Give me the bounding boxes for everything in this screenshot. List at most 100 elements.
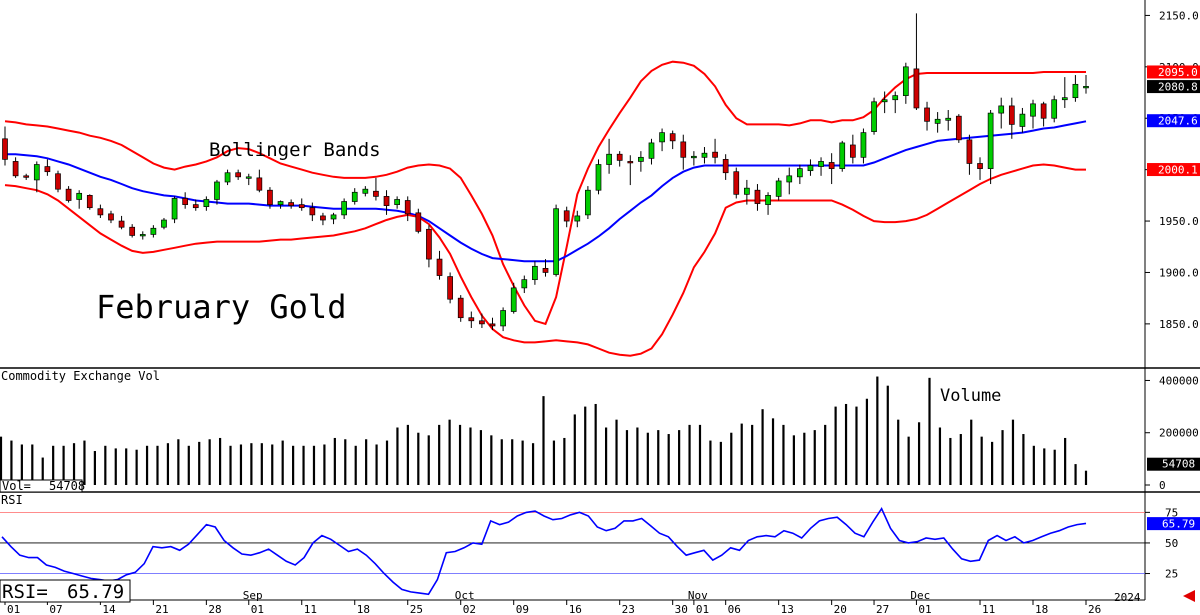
candle-body-up bbox=[595, 164, 602, 191]
price-tag: 2000.1 bbox=[1147, 163, 1200, 177]
volume-bar bbox=[41, 457, 44, 485]
candle bbox=[659, 128, 665, 152]
candle bbox=[150, 225, 157, 238]
candle bbox=[277, 200, 284, 209]
volume-bar bbox=[719, 441, 722, 485]
candle-body-down bbox=[267, 189, 273, 205]
rsi-tick-label: 25 bbox=[1165, 568, 1178, 581]
volume-bar bbox=[563, 437, 566, 485]
candle bbox=[288, 199, 294, 209]
price-tag-box bbox=[1147, 65, 1200, 79]
candle-body-down bbox=[404, 200, 411, 215]
volume-bar bbox=[1043, 448, 1046, 485]
volume-bar bbox=[438, 424, 441, 485]
candle bbox=[1083, 75, 1089, 94]
candle-body-down bbox=[426, 228, 432, 260]
candle-body-down bbox=[309, 207, 316, 216]
volume-bar bbox=[688, 424, 691, 485]
candle bbox=[86, 194, 93, 210]
volume-bar bbox=[458, 424, 462, 485]
volume-annotation: Volume bbox=[940, 386, 1001, 406]
volume-bar bbox=[646, 432, 649, 485]
candle-body-up bbox=[277, 201, 284, 205]
candle bbox=[298, 198, 305, 211]
candle-body-up bbox=[1083, 86, 1089, 89]
candle-body-up bbox=[574, 215, 581, 222]
volume-bar bbox=[928, 377, 931, 485]
volume-bar bbox=[354, 445, 357, 485]
candle bbox=[754, 184, 761, 211]
candle bbox=[998, 97, 1005, 129]
candle-body-down bbox=[955, 115, 962, 141]
volume-bar bbox=[1084, 470, 1088, 485]
candle-body-up bbox=[171, 198, 178, 220]
volume-bar bbox=[552, 440, 556, 485]
candle-body-down bbox=[1040, 103, 1047, 119]
volume-tick-label: 200000 bbox=[1159, 427, 1199, 440]
candle-body-up bbox=[744, 187, 750, 195]
candle bbox=[924, 101, 930, 131]
candle bbox=[108, 210, 114, 224]
volume-bar bbox=[782, 424, 785, 485]
candle bbox=[55, 170, 61, 193]
volume-bar bbox=[949, 437, 952, 485]
candle bbox=[309, 202, 316, 222]
candle-body-up bbox=[1072, 83, 1079, 99]
candle bbox=[532, 261, 538, 285]
candle-body-up bbox=[532, 265, 538, 281]
volume-bar bbox=[803, 432, 806, 485]
candle bbox=[881, 91, 888, 114]
volume-bar bbox=[10, 440, 13, 485]
candle-body-down bbox=[65, 188, 72, 201]
volume-bar bbox=[1001, 430, 1004, 485]
candle-body-up bbox=[638, 156, 644, 162]
volume-bar bbox=[396, 427, 399, 485]
candle bbox=[934, 112, 941, 133]
date-tick-label: 26 bbox=[1088, 603, 1101, 615]
candle bbox=[447, 272, 453, 304]
volume-bar bbox=[239, 444, 243, 485]
volume-bar bbox=[1053, 449, 1056, 485]
candle-body-down bbox=[129, 226, 136, 236]
candle-body-down bbox=[436, 258, 443, 276]
candle-body-down bbox=[320, 215, 326, 221]
candle bbox=[977, 157, 983, 180]
date-tick-label: 11 bbox=[304, 603, 317, 615]
volume-tag-label: 54708 bbox=[1162, 458, 1195, 471]
volume-bar bbox=[615, 419, 618, 485]
volume-bar bbox=[417, 432, 420, 485]
candle-body-up bbox=[150, 227, 157, 235]
date-tick-label: 09 bbox=[516, 603, 529, 615]
volume-bar bbox=[844, 403, 848, 485]
volume-bar bbox=[0, 436, 3, 485]
scroll-left-arrow-icon[interactable] bbox=[1183, 590, 1195, 602]
candle-body-up bbox=[1019, 113, 1026, 127]
candle-body-down bbox=[680, 141, 687, 158]
date-tick-label: 01 bbox=[7, 603, 20, 615]
volume-panel-title: Commodity Exchange Vol bbox=[1, 369, 160, 383]
candle bbox=[161, 217, 167, 230]
candle-body-up bbox=[139, 234, 146, 237]
volume-bar bbox=[365, 439, 368, 485]
volume-bar bbox=[657, 430, 660, 485]
volume-bar bbox=[897, 419, 900, 485]
volume-bar bbox=[886, 385, 889, 485]
price-tag: 2047.6 bbox=[1147, 114, 1200, 128]
bollinger-annotation: Bollinger Bands bbox=[209, 139, 381, 161]
candle bbox=[955, 114, 962, 143]
volume-bar bbox=[302, 445, 305, 485]
candle bbox=[479, 313, 485, 328]
candle bbox=[426, 225, 432, 268]
candle bbox=[235, 169, 242, 180]
volume-bar bbox=[1011, 419, 1015, 485]
candle bbox=[383, 190, 390, 215]
bollinger-lower-band bbox=[4, 163, 1086, 357]
candle bbox=[65, 186, 72, 203]
candle bbox=[118, 215, 125, 230]
candle bbox=[489, 317, 496, 331]
candle-body-down bbox=[447, 276, 453, 300]
candle-body-down bbox=[86, 195, 93, 209]
volume-bar bbox=[959, 434, 962, 485]
date-tick-label: 21 bbox=[155, 603, 168, 615]
candle-body-down bbox=[108, 213, 114, 221]
